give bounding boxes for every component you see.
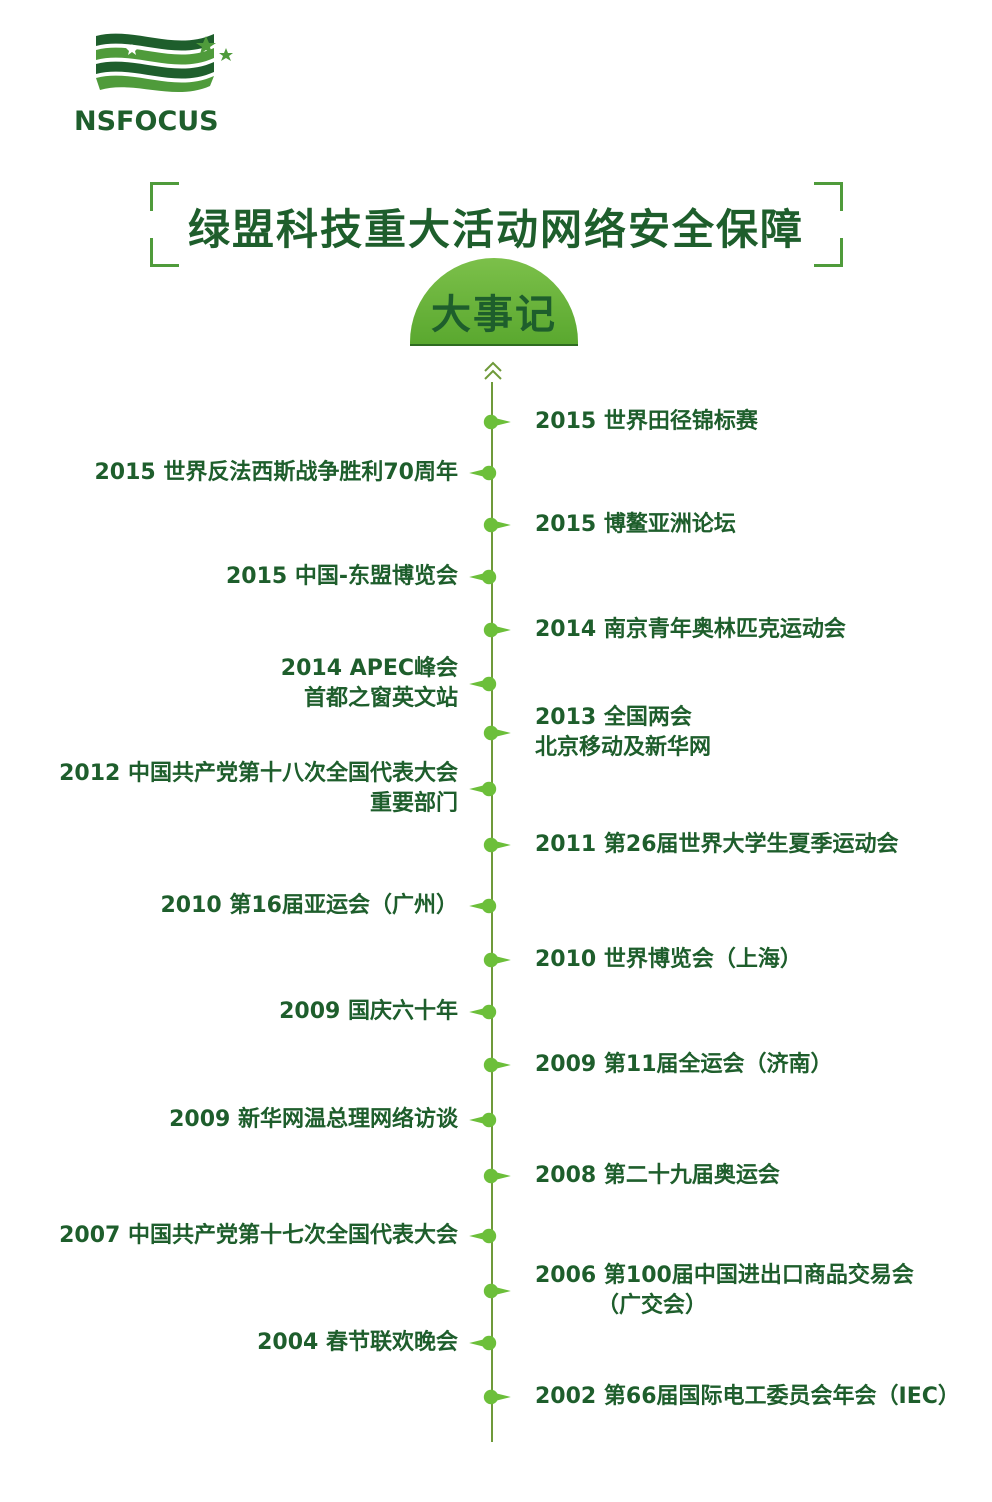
timeline-event-line: 2012 中国共产党第十八次全国代表大会 — [59, 761, 458, 786]
timeline-event-label: 2006 第100届中国进出口商品交易会 （广交会） — [535, 1261, 914, 1321]
timeline-marker-icon — [483, 622, 511, 638]
timeline-marker-icon — [483, 1057, 511, 1073]
timeline-event-label: 2002 第66届国际电工委员会年会（IEC） — [535, 1382, 960, 1412]
timeline-event-label: 2009 新华网温总理网络访谈 — [169, 1105, 458, 1135]
title-bracket-bottom-left — [150, 238, 179, 267]
timeline-event-line: 2010 第16届亚运会（广州） — [160, 893, 458, 918]
timeline-marker-icon — [469, 1004, 497, 1020]
timeline-marker-icon — [483, 414, 511, 430]
subtitle-dome: 大事记 — [410, 258, 578, 346]
timeline-event-line: 首都之窗英文站 — [303, 686, 458, 711]
page-title: 绿盟科技重大活动网络安全保障 — [187, 205, 804, 254]
timeline-event-line: 重要部门 — [369, 791, 458, 816]
timeline-event-label: 2012 中国共产党第十八次全国代表大会重要部门 — [59, 759, 458, 819]
timeline-event-line: 2007 中国共产党第十七次全国代表大会 — [59, 1223, 458, 1248]
timeline-event-line: 2010 世界博览会（上海） — [535, 947, 802, 972]
timeline-marker-icon — [483, 1283, 511, 1299]
timeline-event-label: 2010 世界博览会（上海） — [535, 945, 802, 975]
timeline-event-label: 2004 春节联欢晚会 — [257, 1328, 458, 1358]
timeline-event-line: 2009 新华网温总理网络访谈 — [169, 1107, 458, 1132]
timeline-event-label: 2015 世界反法西斯战争胜利70周年 — [94, 458, 458, 488]
timeline-event-label: 2015 世界田径锦标赛 — [535, 407, 758, 437]
timeline-event-line: 2006 第100届中国进出口商品交易会 — [535, 1263, 914, 1288]
timeline-event-label: 2008 第二十九届奥运会 — [535, 1161, 780, 1191]
timeline-event-line: 2015 中国-东盟博览会 — [225, 564, 458, 589]
timeline-marker-icon — [469, 1112, 497, 1128]
timeline-marker-icon — [469, 465, 497, 481]
timeline-marker-icon — [469, 676, 497, 692]
timeline-event-line: 2015 博鳌亚洲论坛 — [535, 512, 736, 537]
timeline-marker-icon — [483, 725, 511, 741]
timeline-marker-icon — [483, 517, 511, 533]
timeline-event-label: 2014 APEC峰会首都之窗英文站 — [281, 654, 458, 714]
timeline-event-line: 2009 国庆六十年 — [279, 999, 458, 1024]
timeline-event-line: 2015 世界田径锦标赛 — [535, 409, 758, 434]
flag-stars-icon — [96, 33, 233, 93]
logo-wordmark: NSFOCUS — [74, 106, 219, 137]
timeline-marker-icon — [469, 569, 497, 585]
timeline-marker-icon — [483, 952, 511, 968]
timeline-event-line: 2014 南京青年奥林匹克运动会 — [535, 617, 846, 642]
timeline-event-line: 2008 第二十九届奥运会 — [535, 1163, 780, 1188]
timeline-event-line: 2013 全国两会 — [535, 705, 692, 730]
title-bracket-bottom-right — [814, 238, 843, 267]
timeline-event-line: 2002 第66届国际电工委员会年会（IEC） — [535, 1384, 960, 1409]
timeline-event-line: 2015 世界反法西斯战争胜利70周年 — [94, 460, 458, 485]
timeline-marker-icon — [469, 1228, 497, 1244]
timeline-event-label: 2009 国庆六十年 — [279, 997, 458, 1027]
timeline-event-label: 2015 博鳌亚洲论坛 — [535, 510, 736, 540]
timeline-event-line: 2011 第26届世界大学生夏季运动会 — [535, 832, 899, 857]
title-bracket-top-left — [150, 182, 179, 211]
nsfocus-logo: NSFOCUS — [74, 30, 256, 140]
timeline-event-label: 2011 第26届世界大学生夏季运动会 — [535, 830, 899, 860]
timeline-event-label: 2009 第11届全运会（济南） — [535, 1050, 833, 1080]
timeline-marker-icon — [483, 1168, 511, 1184]
timeline-event-label: 2015 中国-东盟博览会 — [226, 562, 458, 592]
timeline-event-label: 2007 中国共产党第十七次全国代表大会 — [59, 1221, 458, 1251]
timeline-event-line: 北京移动及新华网 — [535, 735, 712, 760]
timeline-marker-icon — [483, 1389, 511, 1405]
timeline-marker-icon — [483, 837, 511, 853]
title-bracket-top-right — [814, 182, 843, 211]
timeline-marker-icon — [469, 1335, 497, 1351]
timeline-event-label: 2010 第16届亚运会（广州） — [160, 891, 458, 921]
timeline-event-label: 2014 南京青年奥林匹克运动会 — [535, 615, 846, 645]
timeline-event-line: 2009 第11届全运会（济南） — [535, 1052, 833, 1077]
timeline-marker-icon — [469, 781, 497, 797]
timeline-event-line: 2014 APEC峰会 — [280, 656, 458, 681]
double-chevron-up-icon — [484, 361, 502, 380]
timeline-event-line: 2004 春节联欢晚会 — [257, 1330, 458, 1355]
timeline-event-label: 2013 全国两会 北京移动及新华网 — [535, 703, 711, 763]
subtitle-text: 大事记 — [431, 292, 557, 338]
timeline-event-line: （广交会） — [597, 1293, 708, 1318]
timeline-marker-icon — [469, 898, 497, 914]
